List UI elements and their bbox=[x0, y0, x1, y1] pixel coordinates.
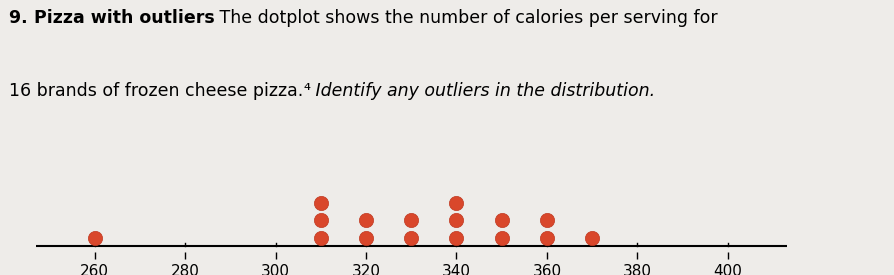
Point bbox=[450, 200, 464, 205]
Point bbox=[494, 218, 509, 222]
Point bbox=[450, 235, 464, 240]
Text: 16 brands of frozen cheese pizza.: 16 brands of frozen cheese pizza. bbox=[9, 82, 303, 100]
Point bbox=[540, 218, 554, 222]
Point bbox=[358, 218, 373, 222]
Point bbox=[88, 235, 102, 240]
Point bbox=[540, 235, 554, 240]
Point bbox=[358, 235, 373, 240]
Point bbox=[404, 218, 418, 222]
Point bbox=[314, 235, 328, 240]
Point bbox=[450, 218, 464, 222]
Point bbox=[314, 218, 328, 222]
Point bbox=[314, 200, 328, 205]
Point bbox=[494, 235, 509, 240]
Text: Pizza with outliers: Pizza with outliers bbox=[34, 9, 215, 28]
Text: Identify any outliers in the distribution.: Identify any outliers in the distributio… bbox=[310, 82, 655, 100]
Point bbox=[585, 235, 599, 240]
Text: ⁴: ⁴ bbox=[303, 82, 310, 100]
Text: The dotplot shows the number of calories per serving for: The dotplot shows the number of calories… bbox=[215, 9, 718, 28]
Point bbox=[404, 235, 418, 240]
Text: 9.: 9. bbox=[9, 9, 34, 28]
